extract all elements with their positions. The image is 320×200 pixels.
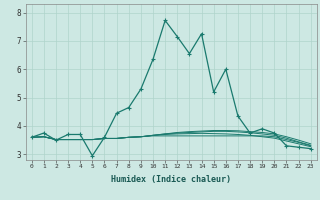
X-axis label: Humidex (Indice chaleur): Humidex (Indice chaleur)	[111, 175, 231, 184]
